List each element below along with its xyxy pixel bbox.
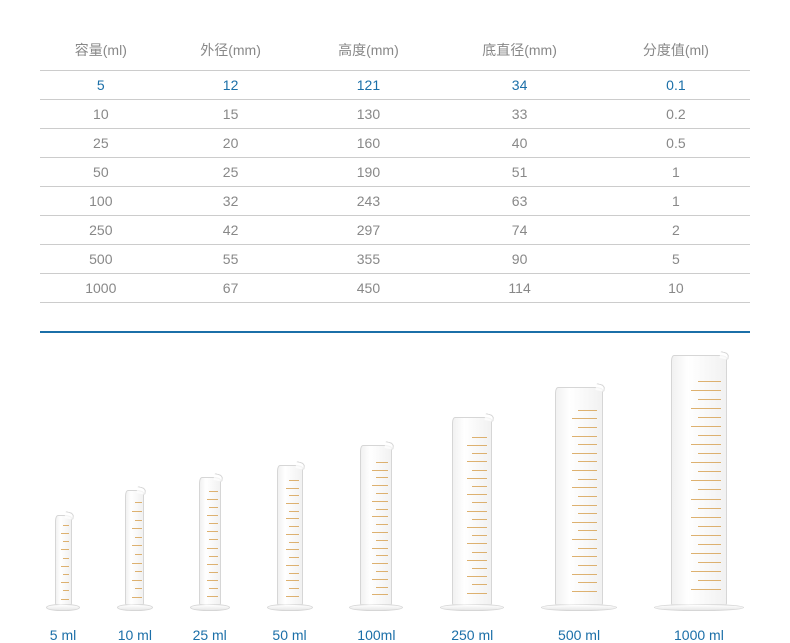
cylinder: 5 ml	[46, 515, 80, 643]
table-cell: 25	[40, 129, 162, 158]
cylinder-label: 500 ml	[558, 627, 600, 643]
table-cell: 121	[300, 71, 438, 100]
table-cell: 130	[300, 100, 438, 129]
section-divider	[40, 331, 750, 333]
cylinder-tube	[452, 417, 492, 605]
cylinder-label: 50 ml	[272, 627, 306, 643]
cylinder-tube	[555, 387, 603, 605]
table-cell: 34	[437, 71, 601, 100]
table-cell: 67	[162, 274, 300, 303]
table-cell: 10	[602, 274, 750, 303]
table-cell: 0.1	[602, 71, 750, 100]
table-cell: 25	[162, 158, 300, 187]
table-cell: 100	[40, 187, 162, 216]
cylinder-illustration-row: 5 ml 10 ml 25 ml 50 ml 100ml 250 ml 500 ml 1000…	[40, 353, 750, 643]
table-cell: 2	[602, 216, 750, 245]
col-division: 分度值(ml)	[602, 30, 750, 71]
table-cell: 355	[300, 245, 438, 274]
table-cell: 160	[300, 129, 438, 158]
cylinder-graduations	[61, 525, 69, 600]
table-cell: 15	[162, 100, 300, 129]
table-cell: 114	[437, 274, 601, 303]
cylinder-tube	[199, 477, 221, 605]
cylinder-base	[46, 604, 80, 611]
table-cell: 1	[602, 187, 750, 216]
table-cell: 42	[162, 216, 300, 245]
cylinder-graduations	[286, 480, 299, 597]
cylinder: 10 ml	[117, 490, 153, 643]
cylinder-graduations	[372, 462, 389, 596]
cylinder-graduations	[572, 410, 597, 592]
cylinder-base	[267, 604, 313, 611]
cylinder-base	[117, 604, 153, 611]
table-cell: 12	[162, 71, 300, 100]
cylinder-tube	[55, 515, 72, 605]
cylinder-label: 25 ml	[193, 627, 227, 643]
table-row: 10006745011410	[40, 274, 750, 303]
cylinder-base	[541, 604, 617, 611]
cylinder-graduations	[207, 491, 218, 598]
cylinder-tube	[360, 445, 392, 605]
cylinder-tube	[277, 465, 303, 605]
cylinder: 500 ml	[541, 387, 617, 643]
table-cell: 20	[162, 129, 300, 158]
table-row: 50055355905	[40, 245, 750, 274]
table-row: 512121340.1	[40, 71, 750, 100]
table-cell: 51	[437, 158, 601, 187]
table-cell: 90	[437, 245, 601, 274]
table-cell: 0.2	[602, 100, 750, 129]
table-cell: 250	[40, 216, 162, 245]
table-cell: 500	[40, 245, 162, 274]
table-cell: 55	[162, 245, 300, 274]
cylinder-base	[440, 604, 504, 611]
table-cell: 63	[437, 187, 601, 216]
cylinder: 50 ml	[267, 465, 313, 643]
table-cell: 5	[40, 71, 162, 100]
cylinder-base	[190, 604, 230, 611]
cylinder-label: 100ml	[357, 627, 395, 643]
col-height: 高度(mm)	[300, 30, 438, 71]
col-base-dia: 底直径(mm)	[437, 30, 601, 71]
table-header-row: 容量(ml) 外径(mm) 高度(mm) 底直径(mm) 分度值(ml)	[40, 30, 750, 71]
table-cell: 297	[300, 216, 438, 245]
table-row: 1015130330.2	[40, 100, 750, 129]
table-cell: 50	[40, 158, 162, 187]
table-cell: 0.5	[602, 129, 750, 158]
spec-table: 容量(ml) 外径(mm) 高度(mm) 底直径(mm) 分度值(ml) 512…	[40, 30, 750, 303]
table-row: 2520160400.5	[40, 129, 750, 158]
cylinder: 1000 ml	[654, 355, 744, 643]
cylinder-base	[654, 604, 744, 611]
cylinder-graduations	[691, 381, 721, 590]
cylinder-label: 5 ml	[50, 627, 76, 643]
cylinder: 25 ml	[190, 477, 230, 643]
cylinder-label: 1000 ml	[674, 627, 724, 643]
cylinder-tube	[671, 355, 727, 605]
table-row: 25042297742	[40, 216, 750, 245]
table-row: 5025190511	[40, 158, 750, 187]
table-cell: 450	[300, 274, 438, 303]
cylinder: 100ml	[349, 445, 403, 643]
cylinder-label: 10 ml	[118, 627, 152, 643]
table-cell: 243	[300, 187, 438, 216]
cylinder-base	[349, 604, 403, 611]
table-cell: 1	[602, 158, 750, 187]
col-capacity: 容量(ml)	[40, 30, 162, 71]
cylinder-graduations	[467, 437, 488, 594]
spec-table-region: 容量(ml) 外径(mm) 高度(mm) 底直径(mm) 分度值(ml) 512…	[40, 30, 750, 303]
table-cell: 190	[300, 158, 438, 187]
cylinder-graduations	[132, 502, 141, 598]
table-cell: 32	[162, 187, 300, 216]
table-row: 10032243631	[40, 187, 750, 216]
table-cell: 74	[437, 216, 601, 245]
table-cell: 10	[40, 100, 162, 129]
cylinder-label: 250 ml	[451, 627, 493, 643]
table-cell: 33	[437, 100, 601, 129]
col-outer-dia: 外径(mm)	[162, 30, 300, 71]
table-cell: 5	[602, 245, 750, 274]
table-cell: 1000	[40, 274, 162, 303]
cylinder: 250 ml	[440, 417, 504, 643]
table-cell: 40	[437, 129, 601, 158]
cylinder-tube	[125, 490, 144, 605]
table-body: 512121340.11015130330.22520160400.550251…	[40, 71, 750, 303]
